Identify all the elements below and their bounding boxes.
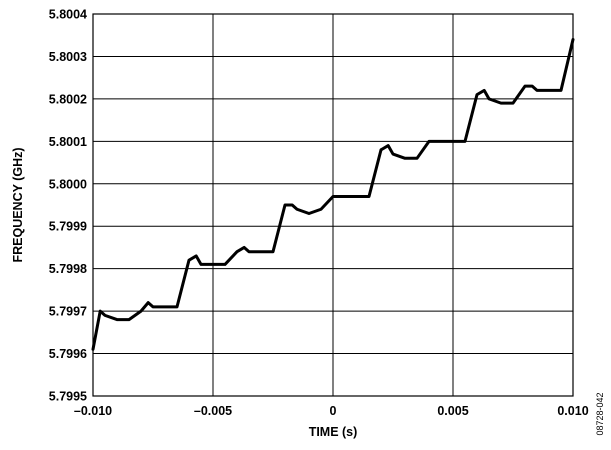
x-tick-label: –0.005 <box>194 404 232 418</box>
y-tick-label: 5.8000 <box>49 177 87 191</box>
y-axis-label: FREQUENCY (GHz) <box>11 147 25 262</box>
plot-area <box>91 13 575 397</box>
y-tick-label: 5.7995 <box>49 390 87 404</box>
plot-frame <box>92 13 574 397</box>
tick-labels: 5.7995 5.7996 5.7997 5.7998 5.7999 5.8000 5.80… <box>49 8 589 419</box>
grid <box>92 13 574 397</box>
y-tick-label: 5.8004 <box>49 8 87 22</box>
x-tick-label: 0.005 <box>437 404 468 418</box>
x-tick-label: 0.010 <box>557 404 588 418</box>
x-tick-label: 0 <box>330 404 337 418</box>
y-tick-label: 5.8001 <box>49 135 87 149</box>
y-tick-label: 5.8002 <box>49 92 87 106</box>
x-tick-label: –0.010 <box>74 404 112 418</box>
series-line <box>91 37 575 351</box>
y-tick-label: 5.8003 <box>49 50 87 64</box>
y-tick-label: 5.7996 <box>49 347 87 361</box>
y-tick-label: 5.7997 <box>49 305 87 319</box>
x-axis-label: TIME (s) <box>309 425 358 439</box>
figure-id-label: 08728-042 <box>595 392 605 435</box>
y-tick-label: 5.7998 <box>49 262 87 276</box>
y-tick-label: 5.7999 <box>49 220 87 234</box>
